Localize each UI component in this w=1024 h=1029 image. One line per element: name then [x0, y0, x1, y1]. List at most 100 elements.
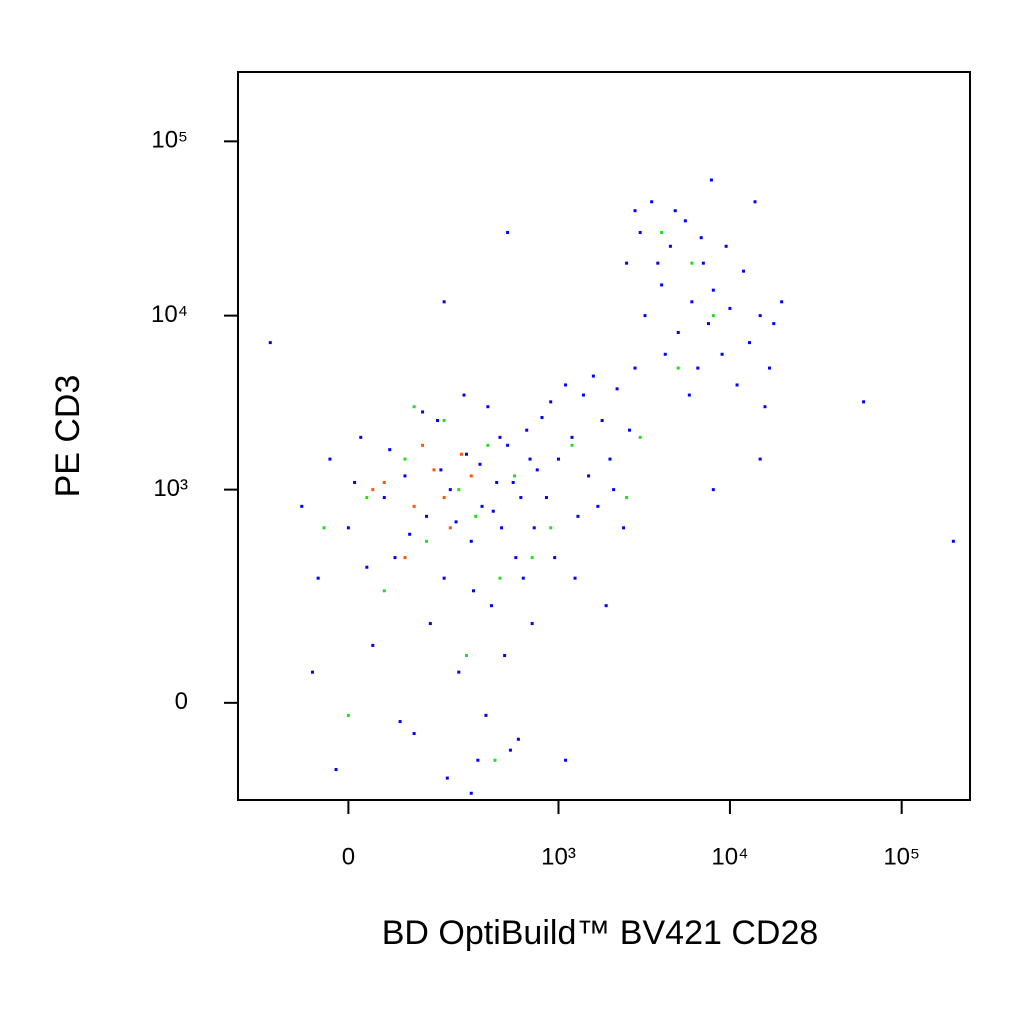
- point: [683, 219, 687, 223]
- point: [699, 236, 703, 240]
- point: [464, 654, 468, 658]
- point: [408, 532, 412, 536]
- point: [748, 341, 752, 345]
- point: [553, 556, 557, 560]
- point: [862, 400, 866, 404]
- point: [625, 261, 629, 265]
- point: [772, 322, 776, 326]
- point: [742, 269, 746, 273]
- point: [622, 526, 626, 530]
- point: [382, 496, 386, 500]
- point: [268, 341, 272, 345]
- point: [643, 314, 647, 318]
- point: [633, 209, 637, 213]
- point: [445, 776, 449, 780]
- point: [951, 539, 955, 543]
- point: [371, 488, 375, 492]
- point: [442, 576, 446, 580]
- point: [521, 576, 525, 580]
- point: [382, 480, 386, 484]
- point: [506, 443, 510, 447]
- point: [425, 539, 429, 543]
- point: [724, 244, 728, 248]
- x-tick-label: 0: [342, 843, 355, 870]
- point: [300, 504, 304, 508]
- point: [690, 300, 694, 304]
- point: [316, 576, 320, 580]
- point: [428, 622, 432, 626]
- point: [464, 452, 468, 456]
- point: [758, 314, 762, 318]
- point: [753, 200, 757, 204]
- point: [709, 178, 713, 182]
- plot-frame: [237, 71, 971, 801]
- point: [780, 300, 784, 304]
- point: [495, 480, 499, 484]
- point: [365, 565, 369, 569]
- point: [612, 488, 616, 492]
- point: [506, 230, 510, 234]
- y-tick-label: 10⁵: [151, 127, 188, 154]
- point: [472, 589, 476, 593]
- point: [711, 288, 715, 292]
- x-axis-label: BD OptiBuild™ BV421 CD28: [382, 914, 819, 952]
- point: [519, 496, 523, 500]
- point: [439, 468, 443, 472]
- point: [570, 443, 574, 447]
- point: [711, 488, 715, 492]
- point: [696, 366, 700, 370]
- point: [656, 261, 660, 265]
- point: [476, 758, 480, 762]
- point: [690, 261, 694, 265]
- point: [628, 428, 632, 432]
- point: [511, 480, 515, 484]
- point: [421, 410, 425, 414]
- point: [660, 283, 664, 287]
- point: [735, 383, 739, 387]
- point: [544, 496, 548, 500]
- point: [596, 504, 600, 508]
- point: [359, 435, 363, 439]
- point: [459, 452, 463, 456]
- point: [328, 457, 332, 461]
- point: [365, 496, 369, 500]
- point: [334, 768, 338, 772]
- point: [763, 405, 767, 409]
- point: [564, 383, 568, 387]
- point: [587, 474, 591, 478]
- point: [615, 387, 619, 391]
- point: [576, 514, 580, 518]
- point: [604, 604, 608, 608]
- point: [457, 670, 461, 674]
- point: [728, 306, 732, 310]
- point: [638, 230, 642, 234]
- point: [650, 200, 654, 204]
- point: [564, 758, 568, 762]
- point: [500, 526, 504, 530]
- point: [393, 556, 397, 560]
- point: [412, 405, 416, 409]
- point: [556, 457, 560, 461]
- point: [462, 393, 466, 397]
- point: [591, 374, 595, 378]
- point: [600, 419, 604, 423]
- point: [528, 457, 532, 461]
- point: [403, 457, 407, 461]
- point: [469, 539, 473, 543]
- point: [346, 713, 350, 717]
- y-tick-label: 0: [175, 688, 188, 715]
- point: [425, 514, 429, 518]
- point: [432, 468, 436, 472]
- point: [570, 435, 574, 439]
- point: [525, 428, 529, 432]
- point: [478, 462, 482, 466]
- point: [706, 322, 710, 326]
- point: [758, 457, 762, 461]
- point: [311, 670, 315, 674]
- point: [549, 400, 553, 404]
- point: [388, 448, 392, 452]
- point: [530, 622, 534, 626]
- point: [660, 230, 664, 234]
- point: [490, 604, 494, 608]
- point: [768, 366, 772, 370]
